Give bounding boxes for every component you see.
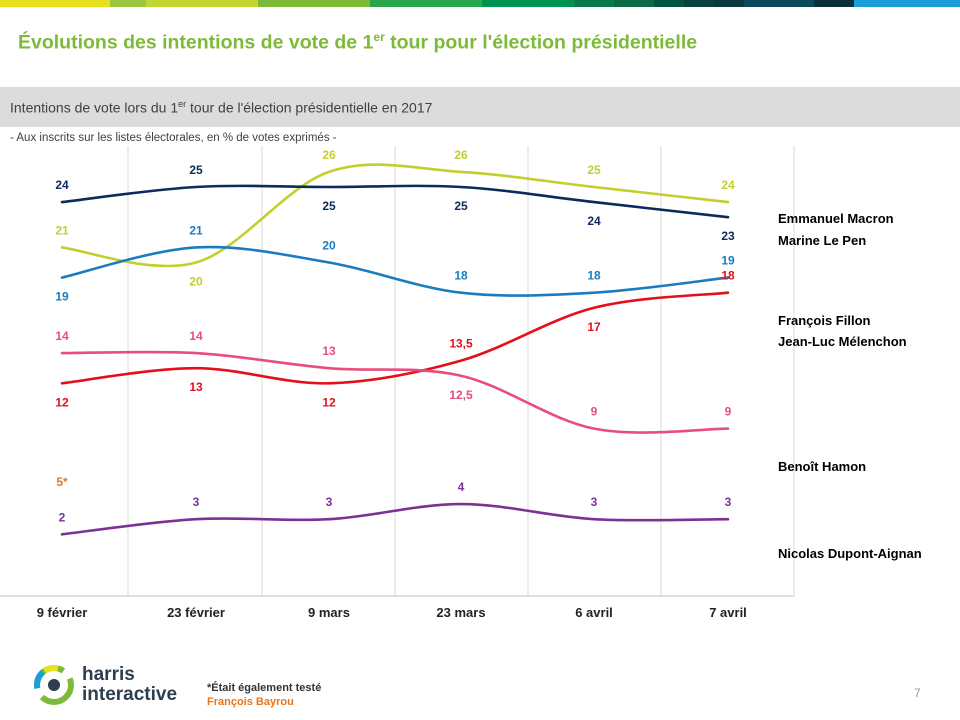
series-line-jean-luc-melenchon <box>60 291 730 385</box>
top-bar-segment <box>482 0 574 7</box>
line-chart: 9 février 23 février 9 mars 23 mars 6 avril 7… <box>0 146 795 620</box>
page-number: 7 <box>914 686 921 700</box>
data-label-emmanuel-macron: 26 <box>322 148 336 162</box>
top-bar-segment <box>614 0 654 7</box>
data-label-emmanuel-macron: 24 <box>721 178 735 192</box>
logo-word-interactive: interactive <box>82 684 178 705</box>
top-bar-segment <box>684 0 714 7</box>
data-label-benoit-hamon: 9 <box>591 405 598 419</box>
legend-le-pen: Marine Le Pen <box>778 233 867 248</box>
data-label-nicolas-dupont-aignan: 3 <box>725 495 732 509</box>
legend-hamon: Benoît Hamon <box>778 459 867 474</box>
data-label-marine-le-pen: 25 <box>189 163 203 177</box>
data-label-nicolas-dupont-aignan: 4 <box>458 480 465 494</box>
top-bar-segment <box>744 0 814 7</box>
data-label-marine-le-pen: 24 <box>587 214 601 228</box>
data-label-nicolas-dupont-aignan: 3 <box>591 495 598 509</box>
x-tick-label: 9 mars <box>308 605 350 620</box>
legend-melenchon: Jean-Luc Mélenchon <box>778 334 907 349</box>
legend-macron: Emmanuel Macron <box>778 211 894 226</box>
top-bar-segment <box>110 0 146 7</box>
data-label-jean-luc-melenchon: 13,5 <box>449 337 473 351</box>
data-label-benoit-hamon: 14 <box>189 329 203 343</box>
data-label-jean-luc-melenchon: 17 <box>587 320 601 334</box>
x-tick-label: 9 février <box>37 605 88 620</box>
data-label-benoit-hamon: 14 <box>55 329 69 343</box>
logo-wordmark: harris interactive <box>82 665 177 705</box>
footnote-line2: François Bayrou <box>207 696 294 708</box>
x-tick-label: 23 mars <box>436 605 485 620</box>
data-label-francois-fillon: 20 <box>322 239 336 253</box>
data-label-francois-fillon: 21 <box>189 223 203 237</box>
series-line-nicolas-dupont-aignan <box>60 502 730 536</box>
top-color-bar <box>0 0 960 7</box>
data-label-marine-le-pen: 24 <box>55 178 69 192</box>
data-label-benoit-hamon: 12,5 <box>449 388 473 402</box>
series-line-benoit-hamon <box>60 350 730 434</box>
series-line-emmanuel-macron <box>60 163 730 268</box>
data-label-jean-luc-melenchon: 18 <box>721 269 735 283</box>
data-label-francois-fillon: 18 <box>454 269 468 283</box>
legend-fillon: François Fillon <box>778 313 871 328</box>
data-label-francois-fillon: 19 <box>55 290 69 304</box>
chart-note: - Aux inscrits sur les listes électorale… <box>10 132 337 144</box>
series-line-francois-fillon <box>60 245 730 297</box>
data-label-francois-fillon: 18 <box>587 269 601 283</box>
top-bar-segment <box>854 0 960 7</box>
harris-interactive-logo <box>34 665 74 705</box>
x-tick-label: 6 avril <box>575 605 613 620</box>
data-label-nicolas-dupont-aignan: 3 <box>326 495 333 509</box>
data-label-jean-luc-melenchon: 12 <box>322 395 336 409</box>
series-line-marine-le-pen <box>60 184 730 219</box>
top-bar-segment <box>714 0 744 7</box>
top-bar-segment <box>0 0 110 7</box>
data-label-francois-fillon: 19 <box>721 254 735 268</box>
data-label-nicolas-dupont-aignan: 2 <box>59 510 66 524</box>
top-bar-segment <box>654 0 684 7</box>
data-label-bayrou: 5* <box>56 475 68 489</box>
data-label-emmanuel-macron: 21 <box>55 223 69 237</box>
page-title: Évolutions des intentions de vote de 1er… <box>18 30 698 54</box>
data-label-jean-luc-melenchon: 12 <box>55 395 69 409</box>
legend-dupont-aignan: Nicolas Dupont-Aignan <box>778 546 922 561</box>
data-label-emmanuel-macron: 25 <box>587 163 601 177</box>
top-bar-segment <box>814 0 854 7</box>
data-label-benoit-hamon: 9 <box>725 405 732 419</box>
data-label-emmanuel-macron: 20 <box>189 275 203 289</box>
x-tick-label: 23 février <box>167 605 225 620</box>
footnote: *Était également testé François Bayrou <box>207 681 321 709</box>
top-bar-segment <box>370 0 482 7</box>
subtitle-band <box>0 87 960 127</box>
top-bar-segment <box>146 0 258 7</box>
chart-subtitle: Intentions de vote lors du 1er tour de l… <box>10 99 433 116</box>
logo-word-harris: harris <box>82 664 135 685</box>
top-bar-segment <box>574 0 614 7</box>
data-label-benoit-hamon: 13 <box>322 344 336 358</box>
data-label-nicolas-dupont-aignan: 3 <box>193 495 200 509</box>
data-label-jean-luc-melenchon: 13 <box>189 380 203 394</box>
data-label-marine-le-pen: 25 <box>322 199 336 213</box>
x-tick-label: 7 avril <box>709 605 747 620</box>
data-label-marine-le-pen: 23 <box>721 229 735 243</box>
top-bar-segment <box>258 0 370 7</box>
data-label-marine-le-pen: 25 <box>454 199 468 213</box>
footnote-line1: *Était également testé <box>207 682 322 694</box>
data-label-emmanuel-macron: 26 <box>454 148 468 162</box>
